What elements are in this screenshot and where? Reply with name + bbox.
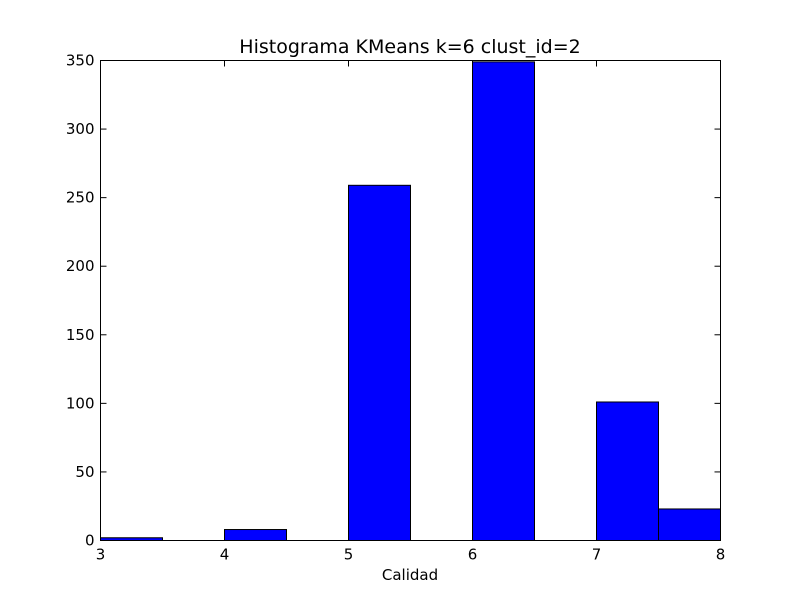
ticks-group: 3 4 5 6 7 8 0 50 100 150 200 250 300 350 (66, 52, 725, 564)
plot-frame (100, 60, 721, 541)
y-tick-label: 200 (66, 257, 95, 275)
y-tick-label: 100 (66, 394, 95, 412)
x-tick-label: 7 (592, 546, 602, 564)
y-tick-label: 350 (66, 52, 95, 70)
x-tick-label: 5 (344, 546, 354, 564)
histogram-bar (348, 184, 411, 542)
histogram-bar (658, 508, 721, 542)
x-tick-label: 4 (220, 546, 230, 564)
y-tick-label: 250 (66, 189, 95, 207)
y-tick-label: 300 (66, 120, 95, 138)
histogram-bar (472, 61, 535, 541)
x-axis-label: Calidad (382, 566, 438, 584)
y-tick-label: 0 (85, 532, 95, 550)
histogram-bar (596, 401, 659, 541)
chart-title: Histograma KMeans k=6 clust_id=2 (239, 36, 580, 58)
x-tick-label: 6 (468, 546, 478, 564)
y-tick-label: 150 (66, 326, 95, 344)
y-tick-label: 50 (75, 463, 94, 481)
x-tick-label: 3 (96, 546, 106, 564)
histogram-bar (224, 529, 287, 541)
x-tick-label: 8 (716, 546, 726, 564)
